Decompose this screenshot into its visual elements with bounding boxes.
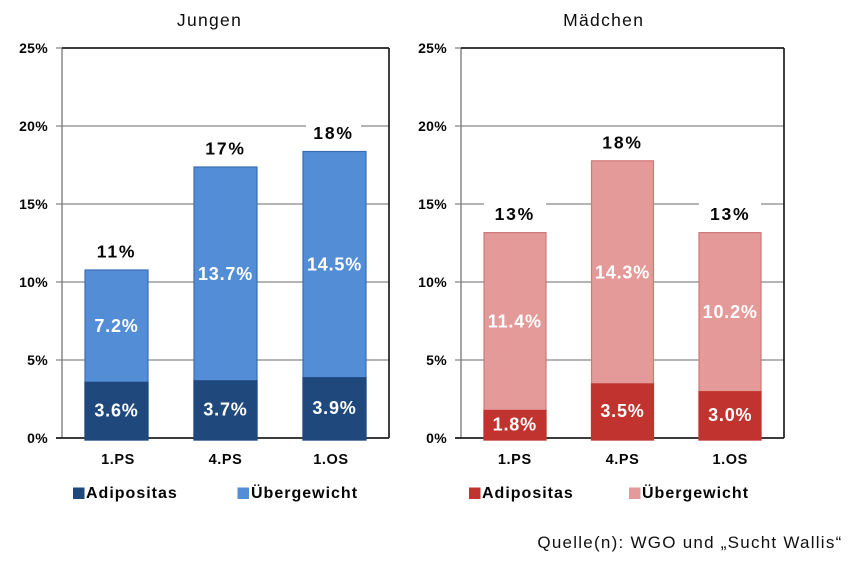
- svg-text:10.2%: 10.2%: [703, 302, 758, 322]
- svg-text:14.5%: 14.5%: [307, 255, 362, 275]
- svg-text:1.OS: 1.OS: [712, 452, 747, 468]
- svg-text:Übergewicht: Übergewicht: [251, 483, 358, 502]
- svg-text:20%: 20%: [418, 118, 447, 134]
- svg-text:13.7%: 13.7%: [198, 264, 253, 284]
- svg-text:1.PS: 1.PS: [101, 452, 135, 468]
- svg-text:5%: 5%: [27, 352, 48, 368]
- svg-text:10%: 10%: [19, 274, 48, 290]
- svg-text:Quelle(n): WGO und „Sucht Wall: Quelle(n): WGO und „Sucht Wallis“: [537, 533, 842, 552]
- svg-text:1.8%: 1.8%: [493, 415, 537, 435]
- svg-text:Übergewicht: Übergewicht: [642, 483, 749, 502]
- svg-text:25%: 25%: [19, 40, 48, 56]
- svg-text:3.7%: 3.7%: [203, 400, 247, 420]
- svg-text:Adipositas: Adipositas: [482, 485, 574, 502]
- svg-text:25%: 25%: [418, 40, 447, 56]
- svg-text:13%: 13%: [710, 204, 750, 224]
- svg-text:10%: 10%: [418, 274, 447, 290]
- svg-text:20%: 20%: [19, 118, 48, 134]
- svg-text:11%: 11%: [97, 242, 136, 262]
- svg-text:Jungen: Jungen: [177, 10, 242, 30]
- svg-text:4.PS: 4.PS: [606, 452, 640, 468]
- svg-text:15%: 15%: [418, 196, 447, 212]
- svg-text:17%: 17%: [205, 139, 245, 159]
- svg-text:3.0%: 3.0%: [708, 405, 752, 425]
- svg-text:Adipositas: Adipositas: [86, 485, 178, 502]
- svg-text:7.2%: 7.2%: [94, 316, 138, 336]
- svg-text:Mädchen: Mädchen: [563, 10, 644, 30]
- svg-text:18%: 18%: [313, 123, 353, 143]
- svg-text:11.4%: 11.4%: [488, 312, 542, 332]
- svg-text:1.OS: 1.OS: [313, 452, 348, 468]
- svg-text:3.6%: 3.6%: [94, 400, 138, 420]
- svg-text:0%: 0%: [426, 430, 447, 446]
- svg-text:5%: 5%: [426, 352, 447, 368]
- svg-text:3.9%: 3.9%: [312, 398, 356, 418]
- svg-text:18%: 18%: [602, 132, 642, 152]
- svg-text:0%: 0%: [27, 430, 48, 446]
- svg-text:4.PS: 4.PS: [209, 452, 243, 468]
- svg-text:15%: 15%: [19, 196, 48, 212]
- svg-text:13%: 13%: [495, 204, 535, 224]
- svg-text:1.PS: 1.PS: [498, 452, 532, 468]
- svg-text:3.5%: 3.5%: [600, 401, 644, 421]
- svg-text:14.3%: 14.3%: [595, 262, 650, 282]
